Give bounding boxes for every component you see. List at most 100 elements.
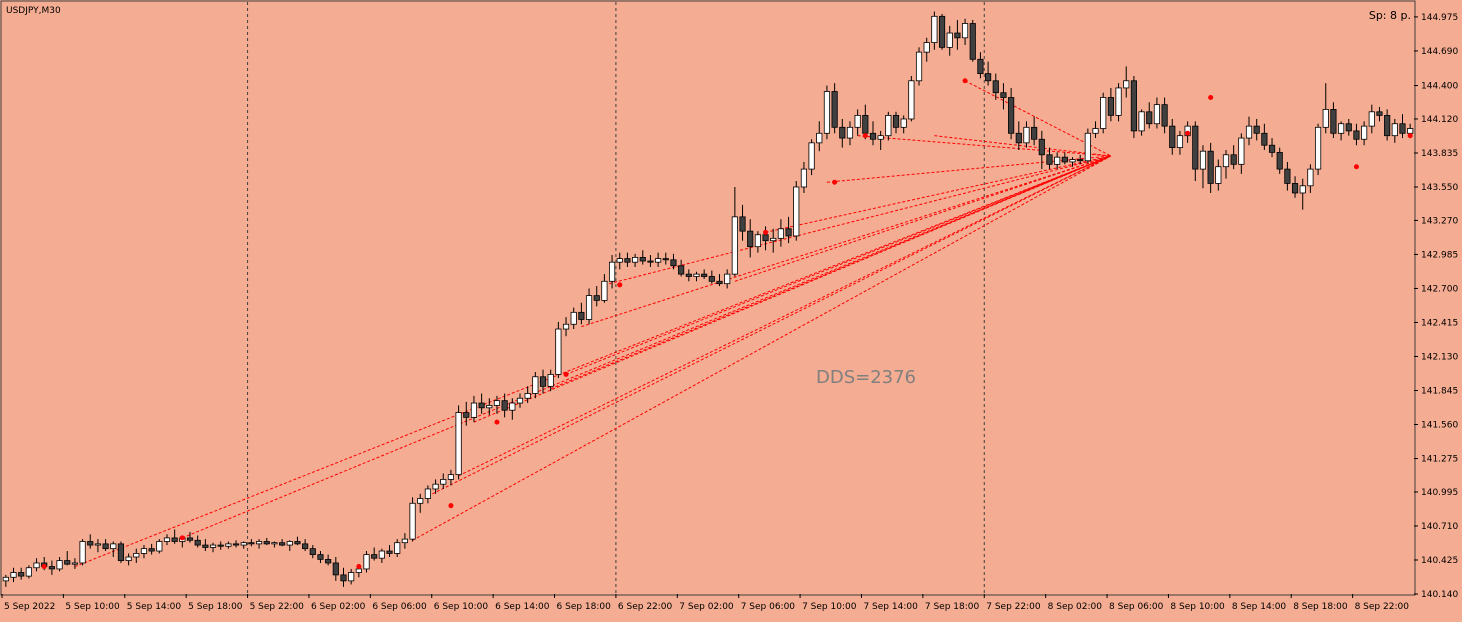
candle [48, 560, 55, 575]
candle-body [869, 132, 877, 140]
signal-marker [962, 78, 968, 84]
candle-body [708, 276, 715, 282]
candle-body [1199, 150, 1207, 170]
signal-marker [179, 535, 185, 541]
candle [555, 321, 562, 378]
spread-label: Sp: 8 p. [1369, 9, 1411, 22]
candle [724, 269, 731, 289]
candle [647, 255, 654, 267]
candle [1261, 123, 1268, 150]
candle-body [585, 295, 593, 320]
candle-body [685, 273, 692, 277]
link-line [581, 155, 1112, 328]
signal-marker [1208, 94, 1214, 100]
x-tick-label: 5 Sep 14:00 [127, 602, 182, 612]
y-tick-label: 140.425 [1421, 556, 1458, 566]
candle [992, 73, 999, 100]
candle [1015, 121, 1022, 150]
candle-body [716, 280, 723, 285]
candle-body [64, 560, 71, 565]
candle-body [808, 142, 815, 170]
candle-body [1100, 97, 1107, 129]
candle-body [724, 273, 731, 285]
candle-body [616, 258, 623, 263]
signal-marker [862, 133, 868, 139]
candle-body [248, 542, 255, 545]
candle-body [232, 543, 240, 546]
dds-label: DDS=2376 [816, 367, 916, 388]
candle [163, 534, 171, 546]
candle [1314, 123, 1322, 176]
candle [1130, 76, 1137, 139]
candle [378, 548, 385, 563]
candle [1353, 123, 1360, 146]
candle-body [992, 80, 999, 94]
candle [1169, 118, 1176, 155]
candle [908, 76, 915, 122]
candle-body [302, 543, 309, 550]
candle-body [1245, 125, 1253, 139]
candle [409, 497, 416, 542]
link-line [427, 155, 1112, 497]
candle-body [739, 216, 746, 232]
candle [1176, 130, 1184, 155]
candle [348, 568, 355, 585]
candle [225, 541, 232, 549]
candle [302, 539, 309, 552]
candle [1146, 102, 1153, 129]
candle [1222, 150, 1230, 179]
candle-body [202, 544, 209, 548]
candle [1092, 121, 1099, 139]
candle [470, 395, 478, 423]
candle [440, 473, 447, 489]
candle-body [1138, 111, 1145, 132]
candle-body [977, 58, 984, 75]
candle [171, 529, 178, 544]
candle-body [1153, 104, 1161, 125]
candle [271, 541, 278, 548]
symbol-label: USDJPY,M30 [6, 6, 61, 16]
x-tick-label: 7 Sep 10:00 [802, 602, 857, 612]
candle-body [424, 488, 431, 499]
candle [616, 252, 623, 270]
candle [1276, 147, 1283, 174]
candle [655, 252, 662, 267]
candle-body [1353, 130, 1360, 140]
candle-body [463, 412, 470, 418]
candle-body [547, 373, 554, 387]
candle-body [1146, 111, 1153, 125]
candle-body [754, 234, 761, 248]
candle [816, 121, 823, 152]
candle [279, 539, 286, 547]
candle-body [1222, 154, 1230, 168]
candle [194, 535, 201, 548]
link-line [458, 155, 1112, 477]
candle [570, 307, 577, 330]
candle [217, 541, 224, 550]
x-tick-label: 8 Sep 14:00 [1232, 602, 1287, 612]
candle-body [1238, 137, 1245, 165]
candle-body [156, 541, 163, 552]
x-tick-label: 7 Sep 06:00 [741, 602, 796, 612]
candle [156, 539, 163, 554]
candle [148, 543, 155, 555]
candle [1291, 176, 1299, 198]
candle [885, 111, 892, 141]
y-tick-label: 142.130 [1421, 352, 1458, 362]
candle [1138, 109, 1145, 136]
candle [1192, 121, 1199, 182]
candle [1299, 178, 1306, 210]
candle [1253, 118, 1260, 141]
candle [1376, 107, 1383, 122]
candle-body [670, 259, 677, 267]
candle-body [1376, 111, 1383, 116]
y-tick-label: 142.415 [1421, 318, 1458, 328]
candle [186, 531, 194, 543]
x-tick-label: 8 Sep 10:00 [1170, 602, 1225, 612]
candle [701, 269, 708, 279]
candle [1000, 83, 1007, 110]
candle-body [33, 562, 40, 569]
candle [125, 553, 132, 566]
candle [363, 551, 370, 573]
